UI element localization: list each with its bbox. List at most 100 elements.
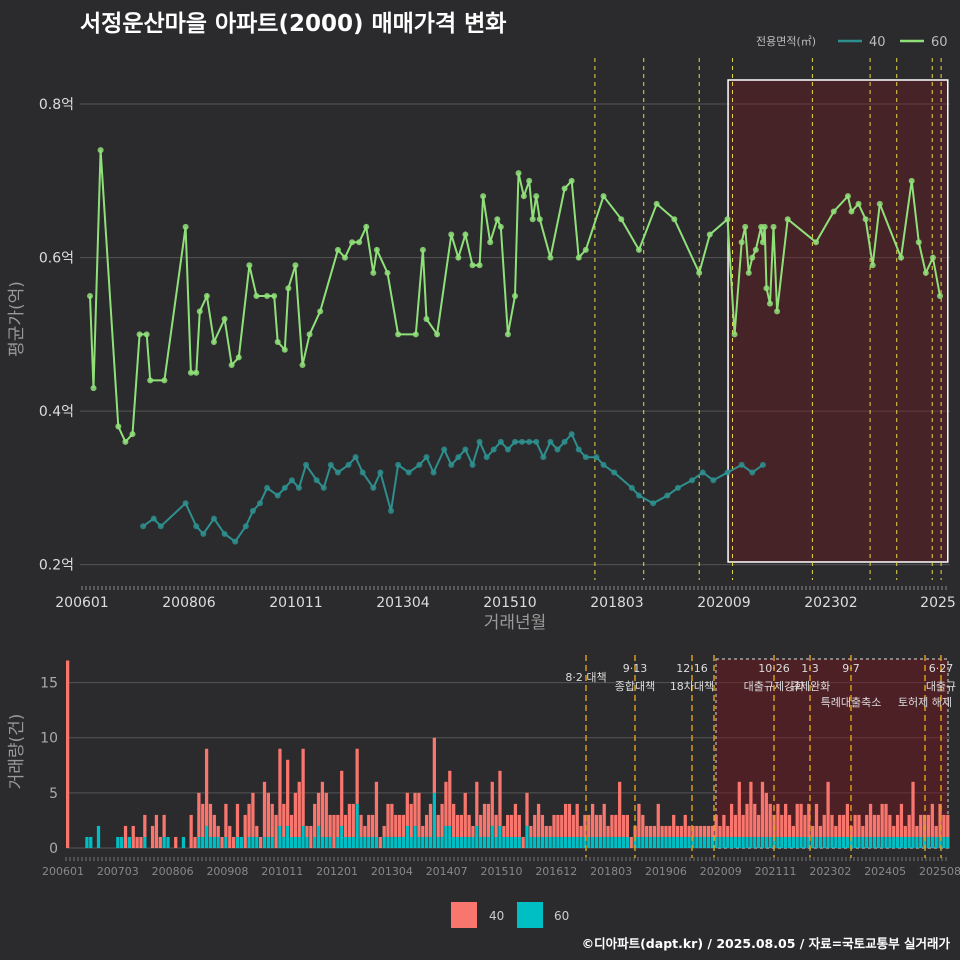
data-point-60 [759, 239, 766, 246]
bar-40 [664, 825, 668, 837]
bar-40 [340, 770, 344, 826]
bar-60 [811, 836, 815, 848]
bar-60 [880, 836, 884, 848]
bar-60 [394, 836, 398, 848]
policy-event-sublabel: 종합대책 [615, 680, 655, 693]
data-point-60 [937, 292, 943, 299]
bar-60 [262, 836, 267, 848]
bar-40 [841, 814, 846, 837]
bar-40 [641, 814, 645, 837]
bar-60 [772, 836, 776, 848]
data-point-40 [593, 454, 600, 461]
bar-40 [193, 836, 197, 848]
bar-60 [370, 836, 375, 848]
data-point-60 [97, 147, 104, 154]
bar-60 [807, 836, 811, 848]
data-point-60 [515, 170, 522, 177]
bar-60 [621, 836, 626, 848]
bar-60 [455, 836, 460, 848]
bar-40 [722, 814, 726, 837]
bar-40 [421, 825, 425, 837]
bar-40 [926, 814, 931, 837]
bar-60 [822, 836, 826, 848]
bar-40 [648, 825, 653, 837]
bar-40 [872, 814, 877, 837]
bar-60 [544, 836, 548, 848]
bar-60 [903, 836, 907, 848]
data-point-60 [706, 231, 713, 238]
bar-60 [645, 836, 649, 848]
bar-60 [699, 836, 703, 848]
data-point-40 [288, 477, 295, 484]
data-point-60 [480, 193, 487, 200]
bar-60 [803, 836, 807, 848]
x-tick-label: 202508 [919, 865, 960, 878]
bar-60 [336, 836, 340, 848]
x-tick-label: 200703 [97, 865, 139, 878]
data-point-40 [430, 469, 437, 476]
bar-60 [289, 836, 294, 848]
bar-60 [197, 836, 201, 848]
data-point-60 [455, 254, 462, 261]
data-point-60 [529, 216, 536, 223]
bar-40 [784, 803, 788, 837]
bar-60 [618, 836, 622, 848]
bar-60 [540, 836, 545, 848]
bar-60 [251, 836, 255, 848]
bar-60 [625, 836, 629, 848]
bar-40 [251, 792, 255, 837]
data-point-60 [869, 262, 876, 269]
bar-60 [286, 825, 290, 848]
data-point-60 [281, 346, 288, 353]
bar-40 [378, 836, 382, 848]
bar-40 [861, 825, 865, 837]
bar-60 [467, 836, 471, 848]
data-point-60 [317, 308, 324, 315]
bar-40 [718, 825, 722, 837]
bar-40 [305, 825, 309, 837]
data-point-40 [257, 500, 263, 507]
bottom-legend-label-40: 40 [489, 909, 504, 923]
bar-40 [324, 792, 328, 837]
bar-60 [776, 836, 780, 848]
x-tick-label: 200806 [162, 595, 216, 611]
bar-40 [471, 825, 475, 837]
bar-40 [174, 836, 178, 848]
data-point-40 [724, 469, 731, 476]
bar-60 [347, 836, 352, 848]
bar-60 [390, 836, 394, 848]
x-tick-label: 202302 [809, 865, 851, 878]
bar-60 [482, 836, 487, 848]
data-point-40 [635, 492, 642, 499]
data-point-40 [334, 469, 341, 476]
bar-60 [942, 836, 946, 848]
bar-40 [563, 803, 568, 837]
bar-60 [120, 836, 124, 848]
data-point-60 [122, 438, 129, 445]
bar-60 [162, 836, 166, 848]
bar-40 [367, 814, 371, 837]
data-point-40 [140, 523, 147, 530]
bar-40 [444, 781, 448, 826]
bottom-legend: 40 60 [451, 902, 569, 928]
bar-40 [714, 814, 718, 837]
bar-40 [587, 814, 591, 837]
data-point-60 [749, 254, 756, 261]
bar-60 [795, 836, 799, 848]
data-point-60 [784, 216, 791, 223]
bar-40 [606, 825, 610, 837]
data-point-60 [370, 269, 377, 276]
bar-40 [803, 814, 807, 837]
bar-60 [590, 836, 595, 848]
policy-event-label: 6·27 [929, 662, 954, 675]
bar-40 [579, 825, 583, 837]
source-credit: ©디아파트(dapt.kr) / 2025.08.05 / 자료=국토교통부 실… [581, 936, 950, 951]
bar-60 [409, 836, 413, 848]
data-point-60 [752, 246, 759, 253]
data-point-60 [653, 200, 660, 207]
bar-60 [494, 836, 498, 848]
data-point-60 [462, 231, 469, 238]
bar-60 [830, 836, 834, 848]
bar-60 [722, 836, 726, 848]
data-point-40 [533, 438, 540, 445]
